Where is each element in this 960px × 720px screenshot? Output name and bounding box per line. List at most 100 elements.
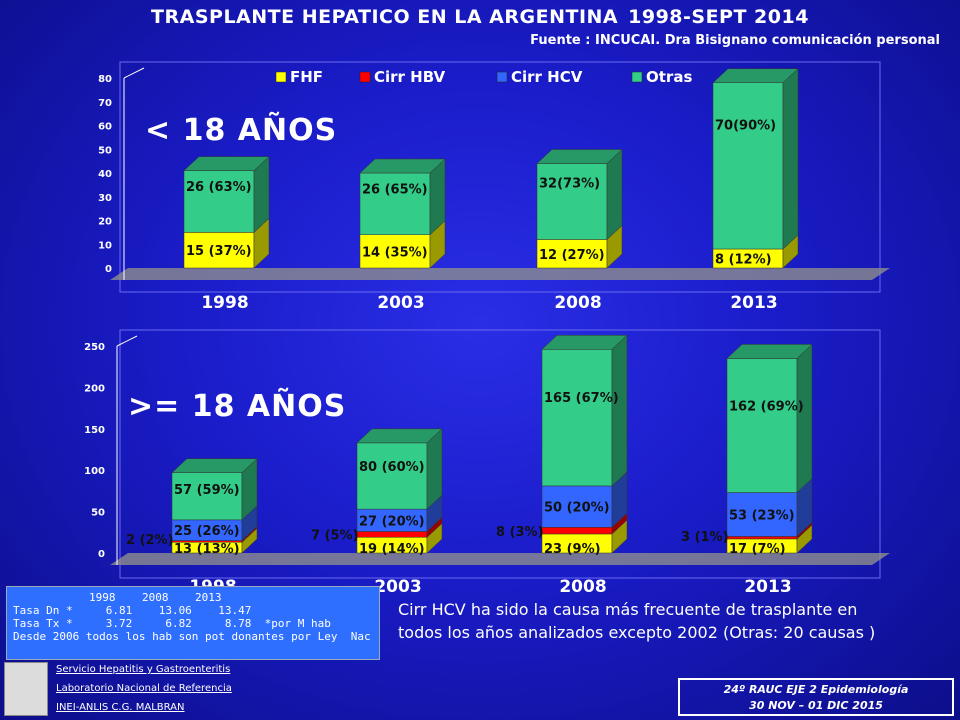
data-label: 17 (7%) <box>729 542 786 557</box>
data-label: 57 (59%) <box>174 483 240 498</box>
stats-row: Tasa Tx * 3.72 6.82 8.78 *por M hab <box>13 617 331 630</box>
bar-top <box>171 458 258 473</box>
data-label: 27 (20%) <box>359 514 425 529</box>
y-tick-label: 0 <box>98 549 105 560</box>
bar-segment-fhf <box>359 234 431 269</box>
stats-header: 1998 2008 2013 <box>89 591 222 604</box>
bar-top <box>359 158 446 174</box>
x-tick-label: 2003 <box>374 577 421 597</box>
chart-title: < 18 AÑOS <box>145 111 337 148</box>
stats-table: 1998 2008 2013 Tasa Dn * 6.81 13.06 13.4… <box>6 586 380 660</box>
legend-swatch <box>275 71 287 83</box>
institution-logo <box>4 662 48 716</box>
data-label: 70(90%) <box>715 118 776 133</box>
bar-top <box>536 149 623 164</box>
data-label: 80 (60%) <box>359 460 425 475</box>
x-tick-label: 2008 <box>559 577 606 597</box>
conclusion-note: Cirr HCV ha sido la causa más frecuente … <box>398 598 958 644</box>
legend-swatch <box>359 71 371 83</box>
data-label: 13 (13%) <box>174 542 240 557</box>
data-label: 25 (26%) <box>174 524 240 539</box>
data-label: 14 (35%) <box>362 245 428 260</box>
bar-segment-fhf <box>183 232 255 269</box>
event-line: 30 NOV – 01 DIC 2015 <box>749 699 883 712</box>
data-label: 2 (2%) <box>126 533 174 548</box>
bar-top <box>541 335 628 350</box>
data-label: 7 (5%) <box>311 528 359 543</box>
plot-floor <box>110 268 890 280</box>
data-label: 8 (12%) <box>715 253 772 268</box>
y-tick-label: 20 <box>98 217 112 228</box>
note-line: todos los años analizados excepto 2002 (… <box>398 623 876 642</box>
bar-side <box>796 343 813 494</box>
y-tick-label: 150 <box>84 425 105 436</box>
data-label: 12 (27%) <box>539 248 605 263</box>
bar-segment-otras <box>541 349 613 487</box>
stats-row: Tasa Dn * 6.81 13.06 13.47 <box>13 604 252 617</box>
data-label: 32(73%) <box>539 177 600 192</box>
bar-side <box>606 148 623 241</box>
y-tick-label: 70 <box>98 98 112 109</box>
bar-segment-cirr-hbv <box>541 527 613 535</box>
bar-side <box>782 68 799 250</box>
data-label: 15 (37%) <box>186 244 252 259</box>
x-tick-label: 2013 <box>730 293 777 313</box>
chart-2: 050100150200250199813 (13%)2 (2%)25 (26%… <box>84 329 890 597</box>
lab-line: Servicio Hepatitis y Gastroenteritis <box>56 664 231 675</box>
data-label: 8 (3%) <box>496 525 544 540</box>
y-axis-depth <box>116 335 138 347</box>
title-text: TRASPLANTE HEPATICO EN LA ARGENTINA <box>151 6 619 28</box>
y-tick-label: 200 <box>84 383 105 394</box>
y-tick-label: 100 <box>84 466 105 477</box>
bar-segment-otras <box>171 472 243 521</box>
x-tick-label: 2003 <box>377 293 424 313</box>
bar-segment-cirr-hbv <box>356 531 428 538</box>
data-label: 19 (14%) <box>359 542 425 557</box>
y-tick-label: 30 <box>98 193 112 204</box>
y-tick-label: 250 <box>84 342 105 353</box>
chart-1: 0 10 20 30 40 50 60 70 80 1998 15 (37%) 26 (63%) 200… <box>98 61 890 313</box>
bar-top <box>726 344 813 359</box>
lab-info: Servicio Hepatitis y Gastroenteritis Lab… <box>56 660 232 717</box>
stats-row: Desde 2006 todos los hab son pot donante… <box>13 630 371 643</box>
bar-segment-otras <box>536 163 608 240</box>
bar-segment-otras <box>359 172 431 235</box>
bar-side <box>611 334 628 487</box>
bar-top <box>183 156 270 171</box>
lab-line: INEI-ANLIS C.G. MALBRAN <box>56 702 185 713</box>
page-title: TRASPLANTE HEPATICO EN LA ARGENTINA 1998-… <box>0 6 960 28</box>
data-label: 162 (69%) <box>729 399 804 414</box>
legend-swatch <box>631 71 643 83</box>
y-tick-label: 50 <box>91 508 105 519</box>
event-box: 24º RAUC EJE 2 Epidemiología 30 NOV – 01… <box>678 678 954 716</box>
bar-segment-cirr-hbv <box>726 536 798 540</box>
legend-label: Otras <box>646 68 692 86</box>
plot-floor <box>110 553 890 565</box>
legend-label: Cirr HCV <box>511 68 583 86</box>
bar-top <box>712 68 799 83</box>
bar-top <box>356 428 443 444</box>
bar-segment-cirr-hcv <box>541 485 613 528</box>
y-axis-depth <box>123 67 145 79</box>
x-tick-label: 1998 <box>201 293 248 313</box>
legend-label: Cirr HBV <box>374 68 446 86</box>
data-label: 165 (67%) <box>544 391 619 406</box>
source-note: Fuente : INCUCAI. Dra Bisignano comunica… <box>530 33 940 48</box>
bar-segment-otras <box>712 82 784 250</box>
data-label: 3 (1%) <box>681 530 729 545</box>
note-line: Cirr HCV ha sido la causa más frecuente … <box>398 600 858 619</box>
title-years: 1998-SEPT 2014 <box>628 6 809 28</box>
legend-label: FHF <box>290 68 323 86</box>
x-tick-label: 2008 <box>554 293 601 313</box>
chart-title: >= 18 AÑOS <box>128 387 346 424</box>
y-tick-label: 0 <box>105 264 112 275</box>
y-tick-label: 40 <box>98 169 112 180</box>
x-tick-label: 2013 <box>744 577 791 597</box>
data-label: 53 (23%) <box>729 508 795 523</box>
data-label: 50 (20%) <box>544 501 610 516</box>
y-tick-label: 10 <box>98 240 112 251</box>
bar-segment-otras <box>726 358 798 493</box>
data-label: 23 (9%) <box>544 542 601 557</box>
y-tick-label: 80 <box>98 74 112 85</box>
